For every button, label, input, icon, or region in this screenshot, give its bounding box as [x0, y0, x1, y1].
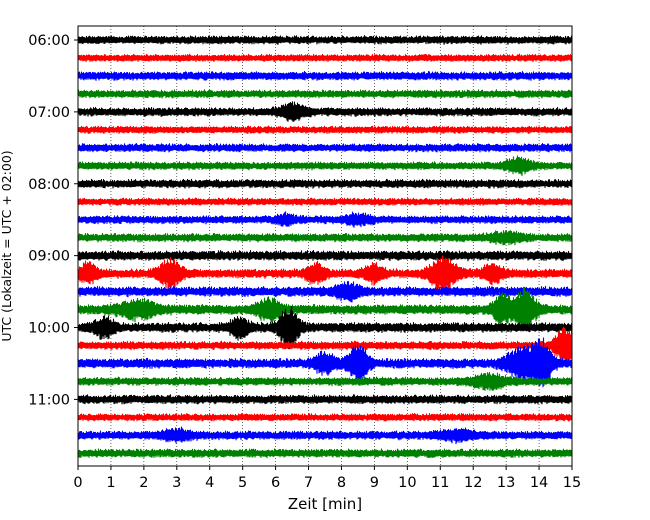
x-gridlines: [110, 26, 540, 466]
x-tick-label: 1: [106, 475, 115, 491]
trace-0630: [77, 70, 573, 81]
x-tick-label: 8: [337, 475, 346, 491]
trace-1130: [77, 426, 573, 445]
trace-1000: [77, 306, 573, 350]
plot-frame: [77, 25, 573, 467]
trace-0845: [77, 230, 573, 246]
x-axis-ticks: 0 1 2 3 4 5 6 7 8 9 10 11 12 13 14 15: [73, 466, 581, 491]
x-tick-label: 2: [139, 475, 148, 491]
x-tick-label: 3: [172, 475, 181, 491]
x-tick-label: 11: [431, 475, 449, 491]
trace-0945: [77, 286, 573, 330]
trace-1015: [77, 326, 573, 364]
x-tick-label: 15: [563, 475, 581, 491]
y-tick-label: 06:00: [28, 33, 70, 49]
y-axis-label: UTC (Lokalzeit = UTC + 02:00): [0, 150, 14, 341]
x-tick-label: 7: [304, 475, 313, 491]
y-tick-label: 07:00: [28, 105, 70, 121]
trace-1030: [77, 337, 573, 388]
y-tick-label: 10:00: [28, 321, 70, 337]
x-tick-label: 0: [73, 475, 82, 491]
x-tick-label: 6: [271, 475, 280, 491]
trace-0915: [77, 255, 573, 291]
trace-0615: [77, 53, 573, 63]
trace-0730: [77, 142, 573, 153]
y-tick-label: 08:00: [28, 177, 70, 193]
trace-1145: [77, 448, 573, 459]
x-tick-label: 9: [370, 475, 379, 491]
trace-0600: [77, 35, 573, 45]
x-tick-label: 10: [398, 475, 416, 491]
trace-0930: [77, 281, 573, 303]
trace-0745: [77, 155, 573, 177]
trace-1045: [77, 371, 573, 392]
x-tick-label: 4: [205, 475, 214, 491]
y-tick-label: 09:00: [28, 249, 70, 265]
x-tick-label: 14: [530, 475, 548, 491]
trace-0800: [77, 178, 573, 189]
x-tick-label: 13: [497, 475, 515, 491]
x-tick-label: 5: [238, 475, 247, 491]
trace-0645: [77, 89, 573, 99]
trace-0700: [77, 101, 573, 122]
trace-1100: [77, 394, 573, 405]
seismogram-traces: [77, 35, 573, 459]
trace-0715: [77, 125, 573, 135]
y-axis-ticks: 06:00 07:00 08:00 09:00 10:00 11:00: [28, 33, 78, 408]
trace-0900: [77, 250, 573, 262]
x-axis-label: Zeit [min]: [288, 495, 362, 513]
trace-0830: [77, 211, 573, 228]
trace-0815: [77, 197, 573, 207]
trace-1115: [77, 412, 573, 422]
y-tick-label: 11:00: [28, 392, 70, 408]
x-tick-label: 12: [464, 475, 482, 491]
